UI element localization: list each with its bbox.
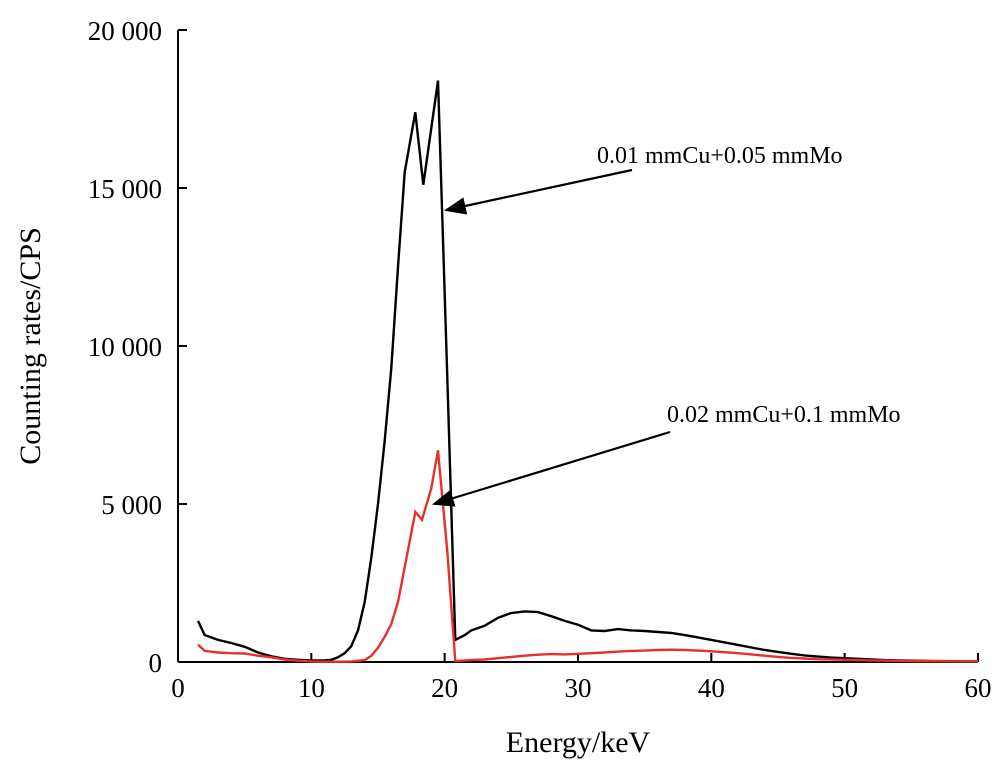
- y-tick-label: 20 000: [88, 16, 162, 46]
- x-axis-title: Energy/keV: [506, 726, 651, 759]
- y-tick-label: 15 000: [88, 174, 162, 204]
- x-ticks: 0 10 20 30 40 50 60: [171, 653, 992, 703]
- y-tick-label: 10 000: [88, 332, 162, 362]
- annotation-label-1: 0.01 mmCu+0.05 mmMo: [597, 143, 843, 169]
- y-axis-title: Counting rates/CPS: [14, 227, 47, 465]
- x-tick-label: 0: [171, 673, 185, 703]
- x-tick-label: 60: [965, 673, 992, 703]
- annotation-arrow-1: [443, 168, 633, 215]
- annotation-label-2: 0.02 mmCu+0.1 mmMo: [667, 402, 901, 428]
- series-line-1: [196, 80, 979, 663]
- x-tick-label: 30: [565, 673, 592, 703]
- series-line-2: [197, 450, 979, 663]
- annotation-arrow-2: [431, 430, 671, 507]
- x-tick-label: 50: [831, 673, 858, 703]
- y-tick-label: 0: [149, 648, 163, 678]
- x-tick-label: 10: [298, 673, 325, 703]
- y-ticks: 0 5 000 10 000 15 000 20 000: [88, 16, 187, 678]
- annotations: 0.01 mmCu+0.05 mmMo 0.02 mmCu+0.1 mmMo: [431, 143, 901, 507]
- x-tick-label: 20: [431, 673, 458, 703]
- x-tick-label: 40: [698, 673, 725, 703]
- y-tick-label: 5 000: [101, 490, 162, 520]
- series-layer: [196, 80, 979, 663]
- axes: [177, 30, 978, 663]
